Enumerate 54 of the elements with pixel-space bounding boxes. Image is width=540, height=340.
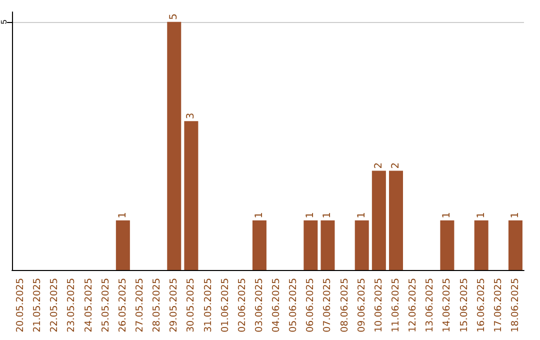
x-tick-label: 13.06.2025 <box>424 278 436 332</box>
data-label: 1 <box>117 212 128 218</box>
data-label: 1 <box>322 212 334 218</box>
data-label: 1 <box>254 212 265 218</box>
bar <box>320 220 335 270</box>
data-label: 2 <box>390 162 402 169</box>
data-label: 1 <box>510 212 521 218</box>
x-tick-label: 30.05.2025 <box>186 278 197 332</box>
bar <box>184 121 198 270</box>
x-tick-label: 25.05.2025 <box>100 278 112 332</box>
bar <box>508 220 522 270</box>
bar <box>372 170 386 270</box>
x-tick-label: 28.05.2025 <box>152 278 163 332</box>
data-label: 3 <box>186 112 197 120</box>
x-tick-label: 24.05.2025 <box>83 278 94 332</box>
x-tick-label: 12.06.2025 <box>408 278 419 332</box>
x-tick-label: 03.06.2025 <box>254 278 265 332</box>
data-label: 2 <box>373 162 384 169</box>
x-tick-label: 22.05.2025 <box>49 278 60 332</box>
x-tick-label: 15.06.2025 <box>458 278 470 332</box>
data-label: 1 <box>305 212 316 218</box>
x-tick-label: 17.06.2025 <box>492 278 504 332</box>
x-tick-label: 31.05.2025 <box>202 278 214 332</box>
data-label: 1 <box>356 212 368 218</box>
x-tick-label: 23.05.2025 <box>66 278 78 332</box>
x-tick-label: 27.05.2025 <box>134 278 146 332</box>
bar <box>167 22 182 270</box>
bar <box>116 220 130 270</box>
bar <box>440 220 454 270</box>
x-tick-label: 29.05.2025 <box>168 278 180 332</box>
x-tick-label: 08.06.2025 <box>339 278 350 332</box>
x-tick-label: 04.06.2025 <box>271 278 282 332</box>
x-tick-label: 21.05.2025 <box>32 278 44 332</box>
x-tick-label: 07.06.2025 <box>322 278 334 332</box>
x-tick-label: 06.06.2025 <box>305 278 316 332</box>
data-label: 5 <box>168 14 180 20</box>
x-tick-label: 16.06.2025 <box>476 278 487 332</box>
bar <box>389 170 403 270</box>
data-label: 1 <box>476 212 487 218</box>
x-tick-label: 09.06.2025 <box>356 278 368 332</box>
bar <box>354 220 369 270</box>
x-tick-label: 26.05.2025 <box>117 278 128 332</box>
bar <box>252 220 266 270</box>
data-label: 1 <box>442 212 453 218</box>
bar <box>304 220 318 270</box>
x-tick-label: 14.06.2025 <box>442 278 453 332</box>
x-tick-label: 05.06.2025 <box>288 278 300 332</box>
x-tick-label: 02.06.2025 <box>236 278 248 332</box>
x-tick-label: 18.06.2025 <box>510 278 521 332</box>
x-tick-label: 01.06.2025 <box>220 278 231 332</box>
x-tick-label: 11.06.2025 <box>390 278 402 332</box>
x-tick-label: 10.06.2025 <box>373 278 384 332</box>
bar <box>474 220 488 270</box>
x-tick-label: 20.05.2025 <box>15 278 26 332</box>
